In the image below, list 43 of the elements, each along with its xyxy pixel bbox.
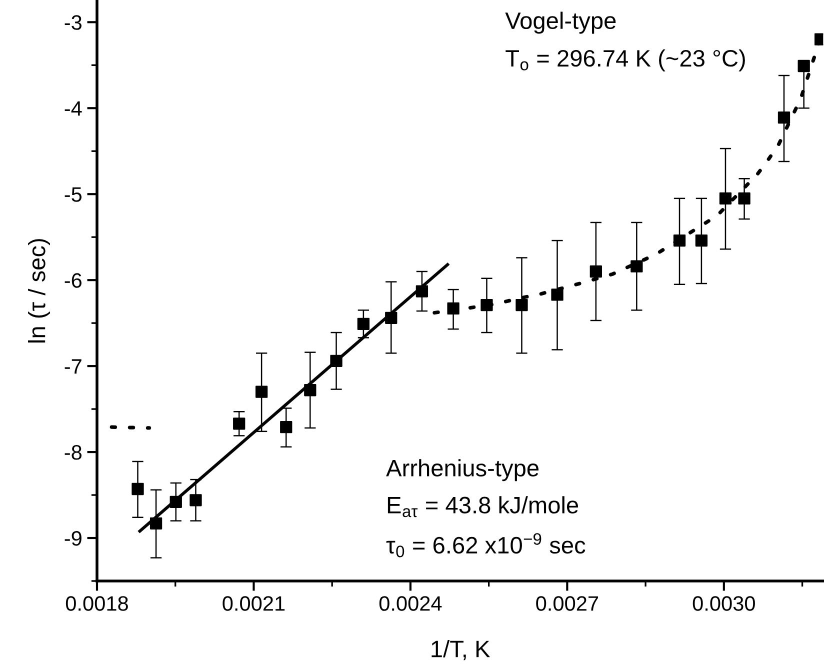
point — [357, 318, 370, 330]
y-tick-label: -4 — [64, 101, 82, 116]
point — [330, 354, 342, 367]
y-tick-label: -8 — [64, 445, 82, 460]
annotation: T$_{o}$ = 296.74 K (~23 °C) — [506, 49, 745, 72]
point — [416, 285, 428, 298]
y-tick-label: -7 — [64, 359, 82, 374]
point — [255, 386, 268, 398]
point — [280, 421, 292, 434]
y-tick-label: -3 — [64, 15, 82, 30]
point — [304, 384, 316, 396]
point — [719, 192, 732, 204]
point — [551, 288, 564, 301]
point — [778, 112, 790, 124]
point — [170, 496, 182, 508]
x-tick-label: 0.0021 — [222, 596, 285, 611]
point — [516, 298, 528, 312]
point — [673, 234, 686, 247]
point — [695, 234, 708, 247]
annotation: Vogel-type — [505, 12, 616, 34]
annotation: τ$_{0}$ = 6.62 x10$^{−9}$ sec — [386, 533, 586, 558]
annotation: E$_{aτ}$ = 43.8 kJ/mole — [388, 496, 578, 518]
point — [798, 60, 810, 72]
point — [150, 517, 162, 530]
point — [480, 298, 493, 312]
x-tick-label: 0.0024 — [379, 596, 442, 611]
x-tick-label: 0.0027 — [536, 596, 598, 611]
point — [233, 418, 246, 430]
annotation: Arrhenius-type — [386, 459, 539, 482]
point — [132, 482, 144, 496]
point — [190, 494, 202, 506]
y-tick-label: -5 — [64, 187, 82, 202]
point — [447, 302, 460, 315]
y-tick-label: -9 — [64, 531, 82, 546]
x-axis-title: 1/T, K — [432, 640, 490, 660]
x-tick-label: 0.0018 — [66, 596, 128, 611]
x-tick-label: 0.0030 — [692, 596, 755, 611]
point — [738, 192, 750, 204]
point — [630, 260, 643, 272]
y-axis-title: ln (τ / sec) — [28, 239, 50, 342]
point — [590, 265, 602, 278]
point — [385, 312, 398, 324]
y-tick-label: -6 — [64, 273, 82, 288]
